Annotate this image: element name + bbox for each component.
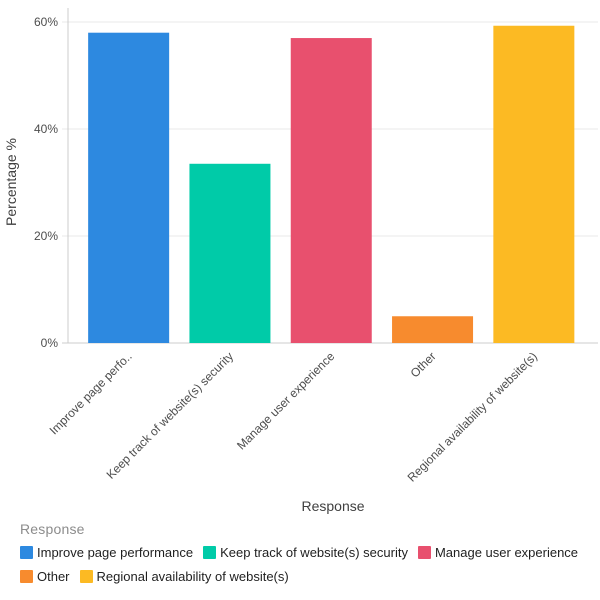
bar-regional-availability-of-website-s[interactable] bbox=[493, 25, 575, 344]
y-tick-label: 60% bbox=[34, 15, 58, 29]
legend-swatch-icon bbox=[20, 546, 33, 559]
legend-swatch-icon bbox=[417, 546, 431, 559]
bar-improve-page-performance[interactable] bbox=[88, 32, 170, 343]
legend-item-label: Regional availability of website(s) bbox=[96, 569, 289, 584]
bar-other[interactable] bbox=[392, 316, 474, 343]
x-tick-label: Improve page perfo.. bbox=[47, 349, 135, 437]
x-tick-label: Manage user experience bbox=[234, 349, 338, 453]
bar-chart: 0%20%40%60%Improve page perfo..Keep trac… bbox=[3, 8, 598, 514]
legend-item-label: Manage user experience bbox=[434, 545, 579, 560]
x-tick-label: Other bbox=[408, 349, 439, 380]
legend-item-improve-page-performance[interactable]: Improve page performance bbox=[20, 544, 193, 561]
legend-item-label: Improve page performance bbox=[37, 545, 194, 560]
legend-item-regional-availability-of-website-s[interactable]: Regional availability of website(s) bbox=[79, 568, 289, 585]
bar-keep-track-of-website-s-security[interactable] bbox=[189, 163, 271, 343]
y-axis-title: Percentage % bbox=[3, 138, 19, 226]
legend-title: Response bbox=[20, 521, 85, 537]
y-tick-label: 20% bbox=[34, 229, 58, 243]
legend-swatch-icon bbox=[203, 546, 217, 559]
legend-items: Improve page performance Keep track of we… bbox=[20, 544, 586, 585]
legend-item-other[interactable]: Other bbox=[20, 568, 70, 585]
legend-swatch-icon bbox=[20, 570, 33, 583]
legend-swatch-icon bbox=[79, 570, 93, 583]
legend-item-label: Keep track of website(s) security bbox=[220, 545, 408, 560]
legend: Response Improve page performance Keep tr… bbox=[20, 521, 586, 585]
x-axis-title: Response bbox=[301, 498, 364, 514]
legend-item-label: Other bbox=[37, 569, 70, 584]
y-tick-label: 0% bbox=[41, 336, 59, 350]
legend-item-keep-track-of-website-s-security[interactable]: Keep track of website(s) security bbox=[203, 544, 408, 561]
legend-item-manage-user-experience[interactable]: Manage user experience bbox=[417, 544, 579, 561]
bar-manage-user-experience[interactable] bbox=[290, 38, 372, 344]
y-tick-label: 40% bbox=[34, 122, 58, 136]
